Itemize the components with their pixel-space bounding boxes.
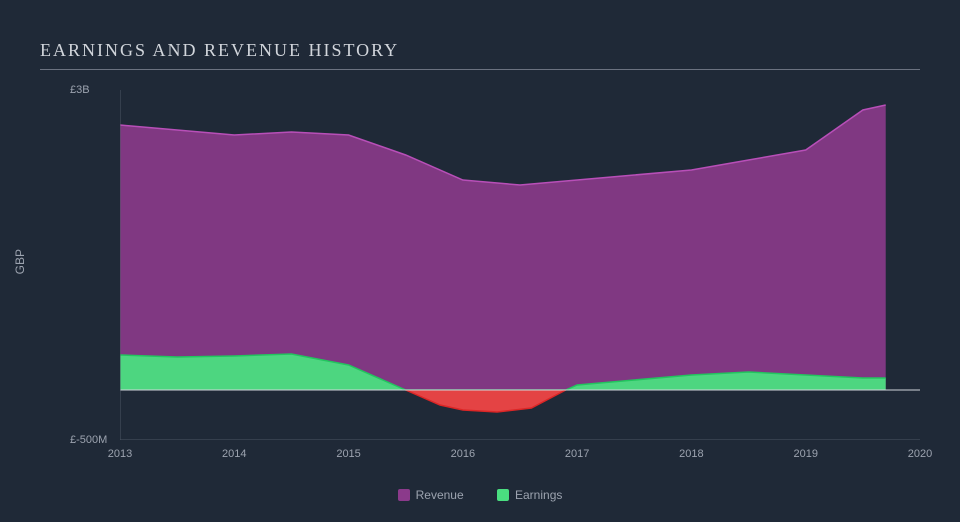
y-tick-label: £3B <box>70 84 90 96</box>
legend-item-revenue: Revenue <box>398 488 464 502</box>
x-tick-label: 2018 <box>679 448 703 460</box>
chart-legend: Revenue Earnings <box>0 488 960 504</box>
x-tick-label: 2019 <box>793 448 817 460</box>
legend-swatch-earnings <box>497 489 509 501</box>
legend-swatch-revenue <box>398 489 410 501</box>
chart-zone: GBP £3B£-500M201320142015201620172018201… <box>40 90 920 470</box>
x-tick-label: 2017 <box>565 448 589 460</box>
y-tick-label: £-500M <box>70 434 107 446</box>
x-tick-label: 2020 <box>908 448 932 460</box>
legend-label-revenue: Revenue <box>416 488 464 502</box>
x-tick-label: 2013 <box>108 448 132 460</box>
chart-plot <box>120 90 920 440</box>
legend-label-earnings: Earnings <box>515 488 562 502</box>
chart-title: EARNINGS AND REVENUE HISTORY <box>40 40 920 70</box>
x-tick-label: 2014 <box>222 448 246 460</box>
x-tick-label: 2016 <box>451 448 475 460</box>
chart-svg <box>120 90 920 440</box>
chart-container: EARNINGS AND REVENUE HISTORY GBP £3B £-50… <box>0 0 960 522</box>
legend-item-earnings: Earnings <box>497 488 562 502</box>
y-axis-label: GBP <box>13 249 27 274</box>
x-tick-label: 2015 <box>336 448 360 460</box>
